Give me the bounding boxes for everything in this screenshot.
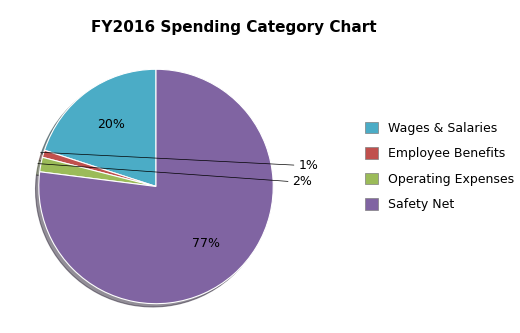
Wedge shape xyxy=(40,157,156,186)
Legend: Wages & Salaries, Employee Benefits, Operating Expenses, Safety Net: Wages & Salaries, Employee Benefits, Ope… xyxy=(365,122,514,211)
Text: FY2016 Spending Category Chart: FY2016 Spending Category Chart xyxy=(91,20,377,35)
Wedge shape xyxy=(45,69,156,186)
Text: 1%: 1% xyxy=(298,159,318,172)
Text: 77%: 77% xyxy=(192,237,220,250)
Text: 2%: 2% xyxy=(293,175,313,188)
Wedge shape xyxy=(39,69,273,304)
Wedge shape xyxy=(43,150,156,186)
Text: 20%: 20% xyxy=(97,118,125,131)
